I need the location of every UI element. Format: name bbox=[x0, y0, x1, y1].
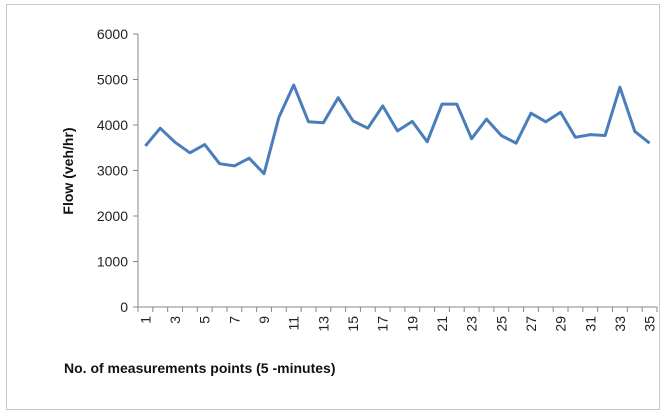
x-tick-label: 25 bbox=[493, 316, 509, 332]
y-tick-label: 3000 bbox=[97, 163, 128, 179]
x-tick-label: 31 bbox=[582, 316, 598, 332]
x-tick-label: 5 bbox=[197, 316, 213, 324]
x-axis-ticks: 1 3 5 7 9 11 13 15 17 19 21 23 25 27 29 31 33 35 bbox=[137, 307, 658, 332]
x-tick-label: 1 bbox=[137, 316, 153, 324]
x-tick-label: 9 bbox=[256, 316, 272, 324]
x-tick-label: 23 bbox=[464, 316, 480, 332]
x-axis-title: No. of measurements points (5 -minutes) bbox=[64, 360, 335, 376]
x-tick-label: 7 bbox=[226, 316, 242, 324]
y-axis-ticks: 0 1000 2000 3000 4000 5000 6000 bbox=[97, 26, 138, 315]
x-tick-label: 21 bbox=[434, 316, 450, 332]
x-tick-label: 13 bbox=[315, 316, 331, 332]
x-tick-label: 19 bbox=[404, 316, 420, 332]
x-tick-label: 27 bbox=[523, 316, 539, 332]
x-tick-label: 15 bbox=[345, 316, 361, 332]
y-tick-label: 4000 bbox=[97, 117, 128, 133]
y-tick-label: 6000 bbox=[97, 26, 128, 42]
y-axis-title: Flow (veh/hr) bbox=[60, 127, 76, 214]
x-tick-label: 11 bbox=[286, 316, 302, 331]
y-tick-label: 2000 bbox=[97, 208, 128, 224]
y-tick-label: 1000 bbox=[97, 254, 128, 270]
x-tick-label: 29 bbox=[553, 316, 569, 332]
y-tick-label: 0 bbox=[120, 299, 128, 315]
x-tick-label: 35 bbox=[642, 316, 658, 332]
chart-frame bbox=[6, 4, 660, 410]
x-tick-label: 3 bbox=[167, 316, 183, 324]
x-tick-label: 17 bbox=[375, 316, 391, 332]
series-line-flow bbox=[144, 83, 651, 176]
x-tick-label: 33 bbox=[612, 316, 628, 332]
y-tick-label: 5000 bbox=[97, 72, 128, 88]
